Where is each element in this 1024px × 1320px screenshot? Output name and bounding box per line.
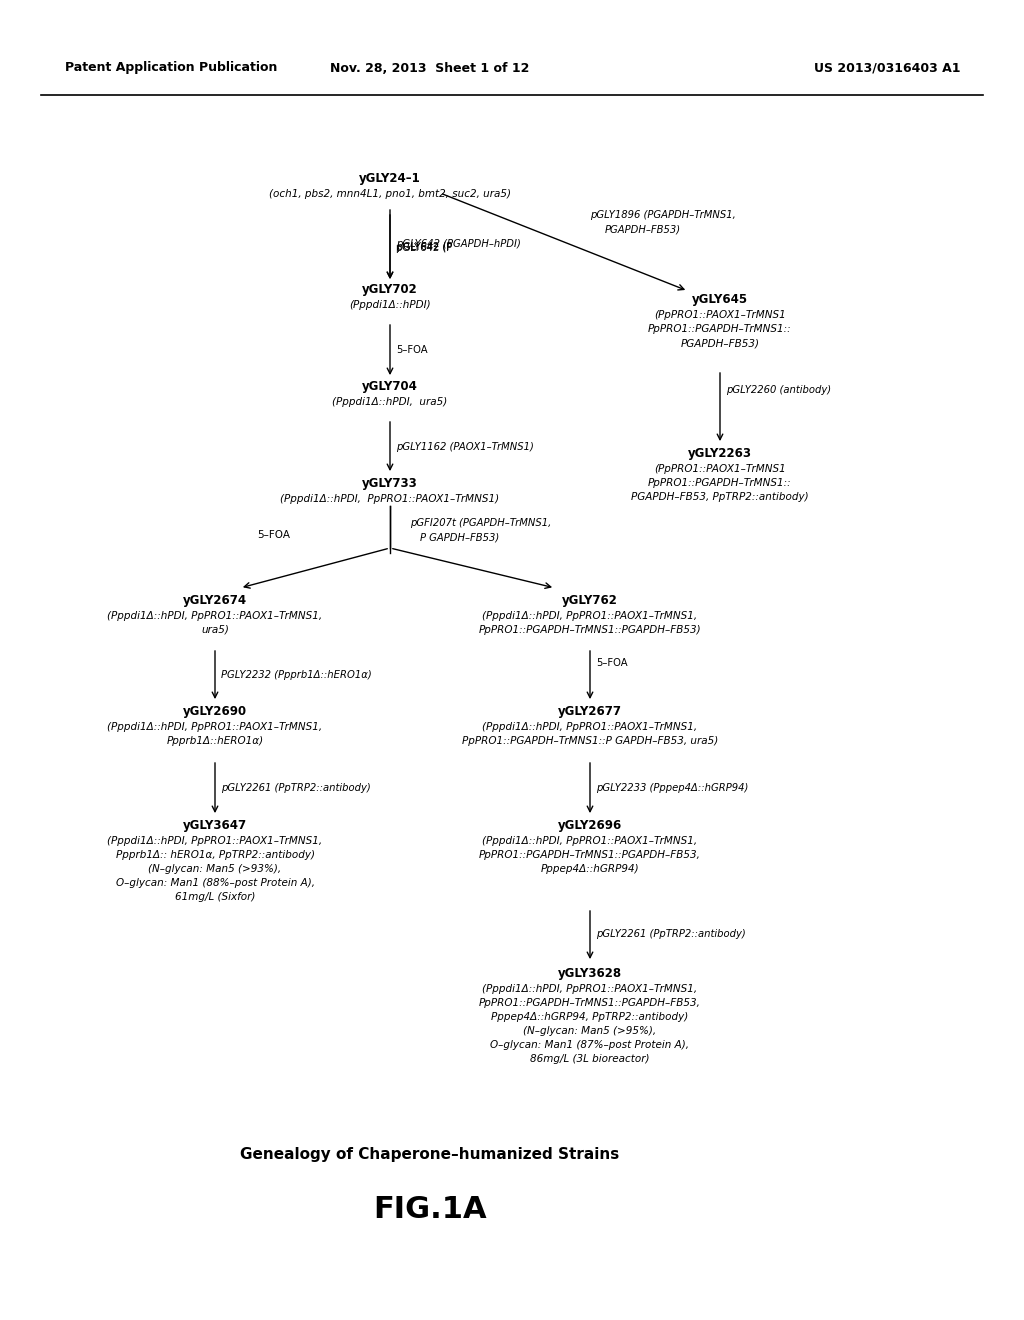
Text: yGLY704: yGLY704 — [362, 380, 418, 393]
Text: pGLY642 (PGAPDH–hPDI): pGLY642 (PGAPDH–hPDI) — [396, 239, 521, 249]
Text: yGLY3628: yGLY3628 — [558, 968, 622, 979]
Text: Genealogy of Chaperone–humanized Strains: Genealogy of Chaperone–humanized Strains — [241, 1147, 620, 1163]
Text: 5–FOA: 5–FOA — [596, 657, 628, 668]
Text: 5–FOA: 5–FOA — [257, 531, 290, 540]
Text: pGFI207t (PGAPDH–TrMNS1,: pGFI207t (PGAPDH–TrMNS1, — [410, 517, 551, 528]
Text: (N–glycan: Man5 (>95%),: (N–glycan: Man5 (>95%), — [523, 1026, 656, 1036]
Text: yGLY733: yGLY733 — [362, 477, 418, 490]
Text: O–glycan: Man1 (88%–post Protein A),: O–glycan: Man1 (88%–post Protein A), — [116, 878, 314, 888]
Text: pGLY2261 (PpTRP2::antibody): pGLY2261 (PpTRP2::antibody) — [221, 783, 371, 793]
Text: 5–FOA: 5–FOA — [396, 345, 428, 355]
Text: US 2013/0316403 A1: US 2013/0316403 A1 — [813, 62, 961, 74]
Text: PpPRO1::PGAPDH–TrMNS1::PGAPDH–FB53): PpPRO1::PGAPDH–TrMNS1::PGAPDH–FB53) — [478, 624, 701, 635]
Text: Pppep4Δ::hGRP94, PpTRP2::antibody): Pppep4Δ::hGRP94, PpTRP2::antibody) — [492, 1012, 688, 1022]
Text: yGLY2677: yGLY2677 — [558, 705, 622, 718]
Text: yGLY24–1: yGLY24–1 — [359, 172, 421, 185]
Text: (N–glycan: Man5 (>93%),: (N–glycan: Man5 (>93%), — [148, 865, 282, 874]
Text: P GAPDH–FB53): P GAPDH–FB53) — [420, 532, 500, 543]
Text: (och1, pbs2, mnn4L1, pno1, bmt2, suc2, ura5): (och1, pbs2, mnn4L1, pno1, bmt2, suc2, u… — [269, 189, 511, 199]
Text: (Pppdi1Δ::hPDI,  ura5): (Pppdi1Δ::hPDI, ura5) — [333, 397, 447, 407]
Text: (Pppdi1Δ::hPDI, PpPRO1::PAOX1–TrMNS1,: (Pppdi1Δ::hPDI, PpPRO1::PAOX1–TrMNS1, — [482, 722, 697, 733]
Text: PpPRO1::PGAPDH–TrMNS1::: PpPRO1::PGAPDH–TrMNS1:: — [648, 478, 792, 488]
Text: Nov. 28, 2013  Sheet 1 of 12: Nov. 28, 2013 Sheet 1 of 12 — [331, 62, 529, 74]
Text: (Pppdi1Δ::hPDI): (Pppdi1Δ::hPDI) — [349, 300, 431, 310]
Text: yGLY645: yGLY645 — [692, 293, 749, 306]
Text: yGLY3647: yGLY3647 — [183, 818, 247, 832]
Text: 86mg/L (3L bioreactor): 86mg/L (3L bioreactor) — [530, 1053, 650, 1064]
Text: yGLY2696: yGLY2696 — [558, 818, 623, 832]
Text: yGLY762: yGLY762 — [562, 594, 617, 607]
Text: (Pppdi1Δ::hPDI, PpPRO1::PAOX1–TrMNS1,: (Pppdi1Δ::hPDI, PpPRO1::PAOX1–TrMNS1, — [108, 722, 323, 733]
Text: Ppprb1Δ::hERO1α): Ppprb1Δ::hERO1α) — [167, 737, 263, 746]
Text: (Pppdi1Δ::hPDI, PpPRO1::PAOX1–TrMNS1,: (Pppdi1Δ::hPDI, PpPRO1::PAOX1–TrMNS1, — [482, 611, 697, 620]
Text: PGAPDH–FB53, PpTRP2::antibody): PGAPDH–FB53, PpTRP2::antibody) — [631, 492, 809, 502]
Text: (PpPRO1::PAOX1–TrMNS1: (PpPRO1::PAOX1–TrMNS1 — [654, 465, 785, 474]
Text: pGLY1162 (PAOX1–TrMNS1): pGLY1162 (PAOX1–TrMNS1) — [396, 442, 534, 451]
Text: PpPRO1::PGAPDH–TrMNS1::P GAPDH–FB53, ura5): PpPRO1::PGAPDH–TrMNS1::P GAPDH–FB53, ura… — [462, 737, 718, 746]
Text: yGLY2674: yGLY2674 — [183, 594, 247, 607]
Text: PpPRO1::PGAPDH–TrMNS1::PGAPDH–FB53,: PpPRO1::PGAPDH–TrMNS1::PGAPDH–FB53, — [479, 998, 701, 1008]
Text: (Pppdi1Δ::hPDI,  PpPRO1::PAOX1–TrMNS1): (Pppdi1Δ::hPDI, PpPRO1::PAOX1–TrMNS1) — [281, 494, 500, 504]
Text: PGLY2232 (Ppprb1Δ::hERO1α): PGLY2232 (Ppprb1Δ::hERO1α) — [221, 671, 372, 680]
Text: O–glycan: Man1 (87%–post Protein A),: O–glycan: Man1 (87%–post Protein A), — [490, 1040, 689, 1049]
Text: (Pppdi1Δ::hPDI, PpPRO1::PAOX1–TrMNS1,: (Pppdi1Δ::hPDI, PpPRO1::PAOX1–TrMNS1, — [108, 836, 323, 846]
Text: (Pppdi1Δ::hPDI, PpPRO1::PAOX1–TrMNS1,: (Pppdi1Δ::hPDI, PpPRO1::PAOX1–TrMNS1, — [482, 836, 697, 846]
Text: pGLY1896 (PGAPDH–TrMNS1,: pGLY1896 (PGAPDH–TrMNS1, — [590, 210, 736, 220]
Text: PpPRO1::PGAPDH–TrMNS1::: PpPRO1::PGAPDH–TrMNS1:: — [648, 323, 792, 334]
Text: yGLY2690: yGLY2690 — [183, 705, 247, 718]
Text: yGLY2263: yGLY2263 — [688, 447, 752, 459]
Text: pGLY642 (P: pGLY642 (P — [397, 242, 453, 252]
Text: pGLY2261 (PpTRP2::antibody): pGLY2261 (PpTRP2::antibody) — [596, 929, 745, 939]
Text: pGLY2260 (antibody): pGLY2260 (antibody) — [726, 385, 831, 395]
Text: Patent Application Publication: Patent Application Publication — [65, 62, 278, 74]
Text: pGLY642 (P: pGLY642 (P — [396, 243, 453, 253]
Text: pGLY2233 (Pppep4Δ::hGRP94): pGLY2233 (Pppep4Δ::hGRP94) — [596, 783, 749, 793]
Text: 61mg/L (Sixfor): 61mg/L (Sixfor) — [175, 892, 255, 902]
Text: (PpPRO1::PAOX1–TrMNS1: (PpPRO1::PAOX1–TrMNS1 — [654, 310, 785, 319]
Text: Pppep4Δ::hGRP94): Pppep4Δ::hGRP94) — [541, 865, 639, 874]
Text: PpPRO1::PGAPDH–TrMNS1::PGAPDH–FB53,: PpPRO1::PGAPDH–TrMNS1::PGAPDH–FB53, — [479, 850, 701, 861]
Text: FIG.1A: FIG.1A — [373, 1196, 486, 1225]
Text: PGAPDH–FB53): PGAPDH–FB53) — [681, 338, 760, 348]
Text: (Pppdi1Δ::hPDI, PpPRO1::PAOX1–TrMNS1,: (Pppdi1Δ::hPDI, PpPRO1::PAOX1–TrMNS1, — [108, 611, 323, 620]
Text: (Pppdi1Δ::hPDI, PpPRO1::PAOX1–TrMNS1,: (Pppdi1Δ::hPDI, PpPRO1::PAOX1–TrMNS1, — [482, 983, 697, 994]
Text: yGLY702: yGLY702 — [362, 282, 418, 296]
Text: PGAPDH–FB53): PGAPDH–FB53) — [605, 224, 681, 234]
Text: Ppprb1Δ:: hERO1α, PpTRP2::antibody): Ppprb1Δ:: hERO1α, PpTRP2::antibody) — [116, 850, 314, 861]
Text: ura5): ura5) — [201, 624, 229, 635]
